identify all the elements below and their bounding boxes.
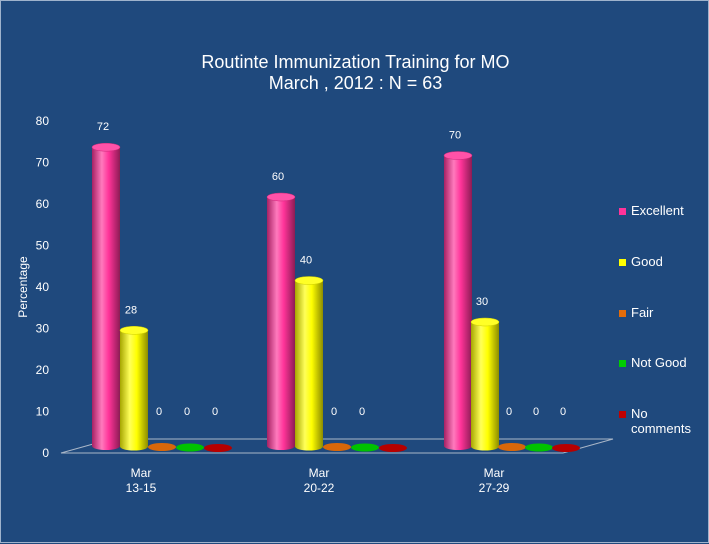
legend-swatch: [619, 411, 626, 418]
y-tick-label: 20: [36, 363, 50, 377]
bar-top: [91, 142, 121, 152]
bar: [379, 444, 407, 452]
x-tick-label: 13-15: [126, 481, 157, 495]
data-label: 30: [476, 296, 488, 308]
y-tick-label: 50: [36, 239, 50, 253]
x-tick-label: 27-29: [479, 481, 510, 495]
legend-label: Good: [631, 254, 663, 269]
bar: [351, 443, 379, 452]
y-tick-label: 40: [36, 280, 50, 294]
data-label: 70: [449, 130, 461, 142]
bar: [295, 280, 323, 451]
bar: [176, 443, 204, 452]
legend-label: No comments: [631, 406, 691, 436]
data-label: 0: [331, 406, 337, 418]
y-tick-label: 70: [36, 156, 50, 170]
y-tick-label: 80: [36, 114, 50, 128]
x-tick-label: 20-22: [304, 481, 335, 495]
data-label: 0: [359, 406, 365, 418]
chart-title: Routinte Immunization Training for MO: [201, 52, 510, 72]
bar: [552, 444, 580, 452]
x-tick-label: Mar: [131, 466, 152, 480]
bar: [525, 443, 553, 452]
x-tick-label: Mar: [484, 466, 505, 480]
bar: [444, 155, 472, 450]
x-tick-label: Mar: [309, 466, 330, 480]
bar: [471, 322, 499, 451]
data-label: 72: [97, 121, 109, 133]
legend-label: Excellent: [631, 203, 684, 218]
y-tick-label: 10: [36, 405, 50, 419]
data-label: 0: [533, 406, 539, 418]
y-tick-label: 30: [36, 322, 50, 336]
bar: [120, 330, 148, 451]
legend-swatch: [619, 310, 626, 317]
data-label: 0: [184, 406, 190, 418]
bar-top: [470, 317, 500, 327]
y-tick-label: 0: [42, 446, 49, 460]
bar: [267, 197, 295, 450]
data-label: 60: [272, 171, 284, 183]
data-label: 40: [300, 255, 312, 267]
bar: [323, 443, 351, 451]
data-label: 28: [125, 304, 137, 316]
chart-subtitle: March , 2012 : N = 63: [268, 73, 443, 93]
bar: [148, 443, 176, 451]
legend-label: Not Good: [631, 355, 687, 370]
legend-swatch: [619, 208, 626, 215]
data-label: 0: [212, 406, 218, 418]
legend-swatch: [619, 259, 626, 266]
legend-label: Fair: [631, 305, 654, 320]
bar-top: [294, 276, 324, 285]
bar: [92, 147, 120, 450]
bar: [498, 443, 526, 451]
bar-top: [119, 326, 149, 335]
data-label: 0: [156, 406, 162, 418]
y-tick-label: 60: [36, 197, 50, 211]
data-label: 0: [560, 406, 566, 418]
data-label: 0: [506, 406, 512, 418]
y-axis-label: Percentage: [16, 256, 30, 318]
bar-top: [266, 192, 296, 202]
legend-swatch: [619, 360, 626, 367]
bar-top: [443, 151, 473, 160]
bar: [204, 444, 232, 452]
